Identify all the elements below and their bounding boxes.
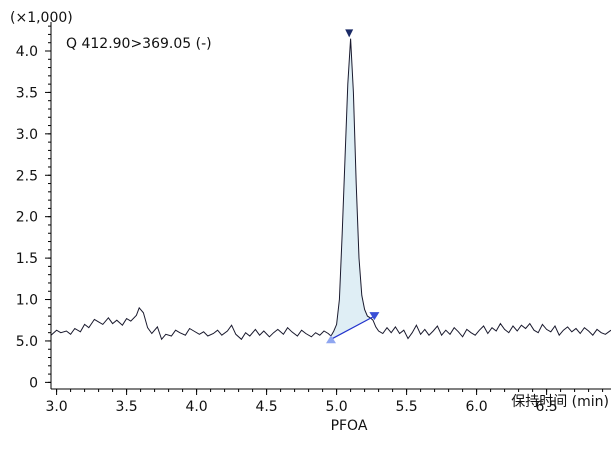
y-tick-label: 3.5 [16, 85, 38, 101]
peak-area-fill [331, 38, 375, 340]
x-tick-label: 3.0 [45, 399, 67, 415]
y-tick-label: 0 [29, 375, 38, 391]
x-ticks: 3.0 3.5 4.0 4.5 5.0 5.5 6.0 6.5 [45, 389, 604, 415]
y-multiplier-label: (×1,000) [10, 10, 73, 26]
x-axis-title: 保持时间 (min) [511, 394, 609, 410]
y-tick-label: 1.5 [16, 251, 38, 267]
x-axis-label: 保持时间 [511, 394, 567, 410]
x-tick-label: 4.0 [185, 399, 207, 415]
x-tick-label: 4.5 [255, 399, 277, 415]
chart-title: PFOA [331, 418, 368, 434]
x-tick-label: 5.5 [395, 399, 417, 415]
y-tick-label: 2.0 [16, 210, 38, 226]
x-tick-label: 5.0 [325, 399, 347, 415]
y-tick-label: 2.5 [16, 168, 38, 184]
svg-text:Q 412.90>369.05 (-): Q 412.90>369.05 (-) [66, 36, 212, 52]
peak-apex-marker [345, 29, 354, 38]
svg-text:保持时间 (min): 保持时间 (min) [511, 394, 609, 410]
y-tick-label: 3.0 [16, 127, 38, 143]
x-tick-label: 6.5 [535, 399, 557, 415]
peak-end-marker [369, 312, 380, 321]
chromatogram-trace [50, 38, 611, 341]
axes: 0 5.0 1.0 1.5 2.0 2.5 3.0 3.5 4.0 3.0 3.5 4.0 4.5 5.… [16, 22, 611, 415]
plot-area [50, 29, 611, 344]
peak-baseline [330, 315, 375, 340]
peak-start-marker [326, 335, 336, 344]
svg-text:(×1,000): (×1,000) [10, 10, 73, 26]
y-tick-label: 1.0 [16, 293, 38, 309]
x-tick-label: 6.0 [465, 399, 487, 415]
x-axis-unit: (min) [572, 394, 609, 410]
y-ticks: 0 5.0 1.0 1.5 2.0 2.5 3.0 3.5 4.0 [16, 25, 51, 391]
svg-text:PFOA: PFOA [331, 418, 368, 434]
y-tick-label: 4.0 [16, 44, 38, 60]
annotation-label: Q 412.90>369.05 (-) [66, 36, 212, 52]
x-tick-label: 3.5 [115, 399, 137, 415]
y-tick-label: 5.0 [16, 334, 38, 350]
